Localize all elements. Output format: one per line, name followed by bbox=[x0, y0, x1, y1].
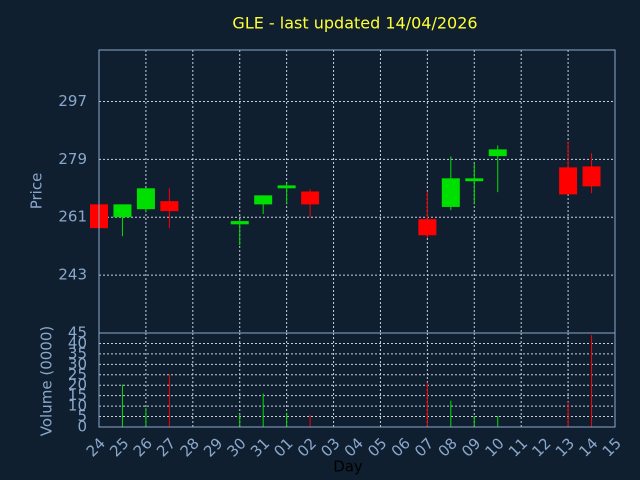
candle-body bbox=[441, 178, 460, 207]
y-tick-label: 279 bbox=[58, 150, 87, 168]
x-tick-label: 28 bbox=[177, 434, 203, 460]
volume-frame bbox=[98, 332, 616, 428]
y-tick-label: 297 bbox=[58, 92, 87, 110]
x-tick-label: 05 bbox=[364, 434, 390, 460]
x-tick-label: 26 bbox=[130, 434, 156, 460]
x-tick-label: 06 bbox=[388, 434, 414, 460]
x-tick-label: 25 bbox=[106, 434, 132, 460]
candle-body bbox=[559, 167, 578, 195]
volume-tick-label: 15 bbox=[68, 386, 87, 404]
x-tick-label: 13 bbox=[552, 434, 578, 460]
candle-body bbox=[301, 191, 320, 205]
x-tick-label: 15 bbox=[599, 434, 625, 460]
volume-tick-label: 25 bbox=[68, 365, 87, 383]
x-tick-label: 09 bbox=[458, 434, 484, 460]
candle-body bbox=[418, 219, 437, 236]
candle-body bbox=[254, 195, 273, 205]
x-tick-label: 24 bbox=[83, 434, 109, 460]
x-axis-label: Day bbox=[333, 458, 363, 476]
volume-tick-label: 10 bbox=[68, 397, 87, 415]
x-tick-label: 27 bbox=[153, 434, 179, 460]
volume-tick-label: 40 bbox=[68, 334, 87, 352]
volume-tick-label: 20 bbox=[68, 376, 87, 394]
chart-title: GLE - last updated 14/04/2026 bbox=[232, 14, 477, 33]
x-tick-label: 12 bbox=[528, 434, 554, 460]
x-tick-label: 07 bbox=[411, 434, 437, 460]
x-tick-label: 08 bbox=[435, 434, 461, 460]
volume-axis-label: Volume (0000) bbox=[38, 326, 56, 436]
candle-body bbox=[230, 221, 249, 225]
x-tick-label: 10 bbox=[482, 434, 508, 460]
volume-tick-label: 5 bbox=[77, 407, 87, 425]
x-tick-label: 01 bbox=[270, 434, 296, 460]
y-tick-label: 243 bbox=[58, 266, 87, 284]
x-tick-label: 11 bbox=[505, 434, 531, 460]
volume-tick-label: 45 bbox=[68, 324, 87, 342]
x-tick-label: 02 bbox=[294, 434, 320, 460]
candle-body bbox=[582, 166, 601, 187]
candle-body bbox=[277, 185, 296, 189]
candle-body bbox=[113, 204, 132, 218]
x-tick-label: 30 bbox=[224, 434, 250, 460]
candle-body bbox=[160, 201, 179, 212]
x-tick-label: 31 bbox=[247, 434, 273, 460]
candle-body bbox=[488, 149, 507, 157]
y-axis-label: Price bbox=[28, 173, 46, 210]
volume-tick-label: 35 bbox=[68, 344, 87, 362]
candle-body bbox=[136, 188, 155, 210]
plot-frame bbox=[98, 49, 616, 334]
volume-tick-label: 30 bbox=[68, 355, 87, 373]
x-tick-label: 29 bbox=[200, 434, 226, 460]
x-tick-label: 14 bbox=[575, 434, 601, 460]
volume-tick-label: 0 bbox=[77, 418, 87, 436]
candle-body bbox=[465, 178, 484, 182]
y-tick-label: 261 bbox=[58, 208, 87, 226]
